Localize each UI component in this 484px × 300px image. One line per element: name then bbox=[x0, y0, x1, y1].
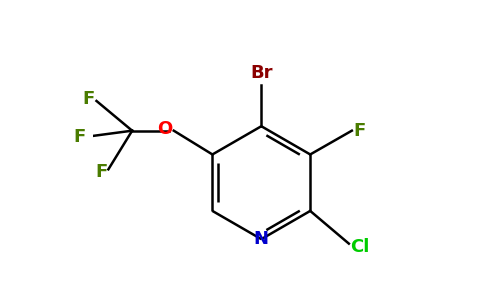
Text: Br: Br bbox=[250, 64, 272, 82]
Text: F: F bbox=[353, 122, 365, 140]
Text: F: F bbox=[74, 128, 86, 146]
Text: F: F bbox=[95, 163, 107, 181]
Text: O: O bbox=[157, 120, 172, 138]
Text: F: F bbox=[83, 91, 95, 109]
Text: Cl: Cl bbox=[350, 238, 370, 256]
Text: N: N bbox=[254, 230, 269, 248]
